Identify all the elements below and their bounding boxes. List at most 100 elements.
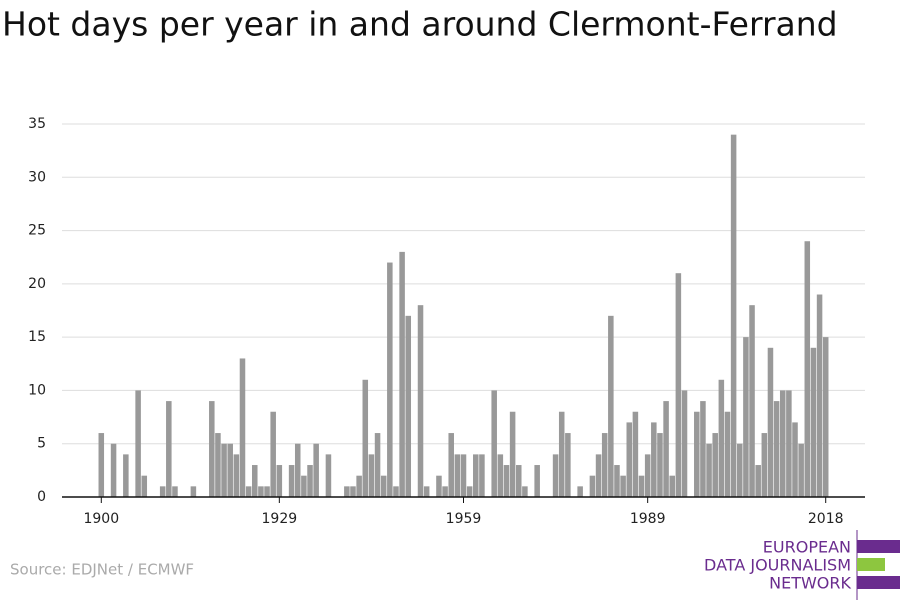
bar (663, 401, 669, 497)
bar (442, 486, 448, 497)
bar (515, 465, 522, 497)
y-tick-label: 20 (28, 276, 46, 292)
y-tick-label: 5 (37, 436, 46, 452)
bar (307, 465, 313, 497)
bar (644, 454, 651, 497)
bar (491, 390, 497, 497)
bar (736, 443, 743, 497)
bar (209, 401, 215, 497)
bar (380, 475, 387, 497)
bar (743, 337, 749, 497)
bar (190, 486, 197, 497)
bar (755, 465, 761, 497)
y-tick-label: 30 (28, 169, 46, 185)
bar (141, 475, 148, 497)
bar (804, 241, 811, 497)
bar (534, 465, 540, 497)
x-tick-label: 1959 (446, 511, 482, 527)
bar (497, 454, 504, 497)
bar (460, 454, 467, 497)
bar (816, 294, 823, 497)
bar (822, 337, 829, 497)
bar (294, 443, 301, 497)
bar (479, 454, 485, 497)
bar (436, 475, 442, 497)
bar (620, 475, 626, 497)
bar (405, 315, 412, 497)
bar (393, 486, 399, 497)
y-tick-label: 0 (37, 489, 46, 505)
bar (227, 443, 233, 497)
bar (792, 422, 798, 497)
bar (258, 486, 264, 497)
bar (454, 454, 461, 497)
bar (313, 443, 319, 497)
bar (473, 454, 479, 497)
bar (694, 411, 700, 497)
bar (577, 486, 583, 497)
bar (810, 347, 817, 497)
bar (761, 433, 768, 497)
y-tick-label: 10 (28, 382, 46, 398)
bar (387, 262, 393, 497)
bar (669, 475, 675, 497)
logo-text: NETWORK (769, 574, 851, 593)
bar (448, 433, 454, 497)
bar (98, 433, 105, 497)
bar (681, 390, 688, 497)
logo-bar (857, 540, 900, 553)
source: Source: EDJNet / ECMWF (10, 561, 194, 579)
bar (638, 475, 645, 497)
bar (270, 411, 276, 497)
bar (503, 465, 510, 497)
bar (110, 443, 117, 497)
bar (595, 454, 602, 497)
bar (368, 454, 375, 497)
bar (466, 486, 473, 497)
bar (172, 486, 178, 497)
logo-text: DATA JOURNALISM (704, 556, 851, 575)
bar (767, 347, 774, 497)
bar (301, 475, 307, 497)
bar (601, 433, 608, 497)
bar (773, 401, 780, 497)
bar (565, 433, 571, 497)
bar (276, 465, 283, 497)
bar (724, 411, 731, 497)
x-tick-label: 1900 (83, 511, 119, 527)
chart-title: Hot days per year in and around Clermont… (2, 5, 838, 44)
bar (786, 390, 792, 497)
bar (221, 443, 227, 497)
bar (558, 411, 565, 497)
bar (362, 379, 369, 497)
bar (718, 379, 725, 497)
x-tick-label: 1929 (262, 511, 298, 527)
bar (749, 305, 755, 497)
bar (675, 273, 682, 497)
bar (779, 390, 786, 497)
bar (288, 465, 295, 497)
bar (589, 475, 596, 497)
bar (651, 422, 657, 497)
logo-bar (857, 558, 885, 571)
bar (657, 433, 663, 497)
bar (730, 134, 737, 497)
bar (325, 454, 332, 497)
bar (417, 305, 424, 497)
bar (123, 454, 129, 497)
y-tick-label: 15 (28, 329, 46, 345)
logo-text: EUROPEAN (763, 538, 851, 557)
bar (626, 422, 633, 497)
bar (344, 486, 350, 497)
bar (374, 433, 381, 497)
bar (239, 358, 246, 497)
bar (798, 443, 804, 497)
logo-bar (857, 576, 900, 589)
bar (614, 465, 620, 497)
bar (350, 486, 356, 497)
bar (252, 465, 258, 497)
bar (423, 486, 430, 497)
bar (552, 454, 559, 497)
bar (233, 454, 240, 497)
bar (159, 486, 166, 497)
